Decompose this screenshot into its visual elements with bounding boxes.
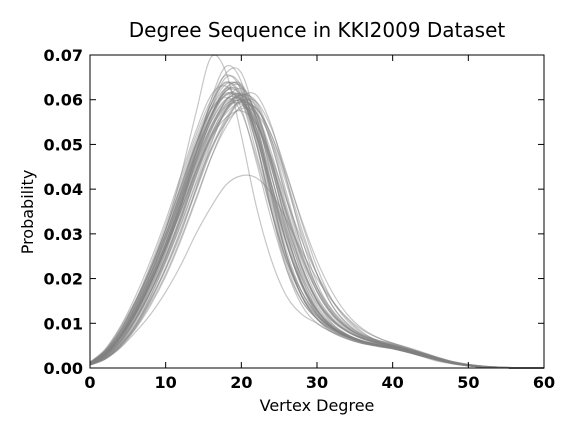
series-line-subject-25 [89,92,544,369]
y-tick-label-7: 0.07 [44,46,83,65]
series-line-subject-02 [89,64,544,369]
x-tick-label-60: 60 [533,373,555,392]
series-line-subject-05 [89,93,544,369]
y-tick-label-0: 0.00 [44,359,83,378]
series-line-subject-36 [89,82,544,369]
series-line-subject-19 [89,99,544,369]
series-line-subject-18 [89,81,544,369]
series-line-subject-29 [89,94,544,369]
series-line-subject-04 [89,92,544,369]
x-tick-label-50: 50 [457,373,479,392]
series-lines [89,54,545,369]
series-line-subject-06 [89,83,544,369]
series-line-subject-28 [89,81,544,369]
x-tick-label-30: 30 [306,373,328,392]
series-line-subject-27 [89,91,544,369]
series-line-subject-34 [89,86,544,369]
x-axis-ticks: 0 10 20 30 40 50 60 [84,55,555,392]
series-line-subject-21 [89,86,544,369]
series-line-subject-23 [89,81,544,369]
series-line-subject-22 [89,99,544,369]
series-line-subject-13 [89,103,544,369]
series-line-subject-41 [89,93,544,369]
y-tick-label-6: 0.06 [44,91,83,110]
x-tick-label-0: 0 [84,373,95,392]
y-tick-label-2: 0.02 [44,270,83,289]
x-tick-label-10: 10 [155,373,177,392]
series-line-subject-37 [89,96,544,369]
series-line-subject-17 [89,88,544,369]
series-line-subject-12 [89,85,544,369]
series-line-subject-33 [89,110,545,369]
series-line-subject-15 [89,101,545,369]
series-line-subject-09 [89,99,545,369]
x-tick-label-20: 20 [230,373,252,392]
plot-frame [89,54,545,369]
y-tick-label-4: 0.04 [44,180,83,199]
series-line-subject-03 [89,75,544,369]
series-line-subject-30 [89,95,544,369]
series-line-subject-08 [89,81,544,369]
y-tick-label-5: 0.05 [44,135,83,154]
series-line-subject-32 [89,94,544,369]
chart-title: Degree Sequence in KKI2009 Dataset [129,18,506,42]
x-tick-label-40: 40 [382,373,404,392]
y-tick-label-1: 0.01 [44,314,83,333]
series-line-subject-01 [89,54,545,369]
series-line-subject-20 [89,99,544,369]
series-line-subject-26 [89,101,544,369]
y-axis-ticks: 0.00 0.01 0.02 0.03 0.04 0.05 0.06 0.07 [44,46,544,378]
x-axis-label: Vertex Degree [260,396,375,415]
series-line-subject-38 [89,96,544,369]
series-line-subject-16 [89,87,544,369]
series-line-subject-31 [89,92,544,369]
series-line-subject-35 [89,98,544,369]
y-axis-label: Probability [18,170,37,255]
series-line-subject-11 [89,107,544,369]
series-line-subject-40 [89,97,544,369]
series-line-subject-39 [89,93,544,369]
y-tick-label-3: 0.03 [44,225,83,244]
series-line-subject-42 [89,92,544,369]
series-line-subject-24 [89,91,544,369]
